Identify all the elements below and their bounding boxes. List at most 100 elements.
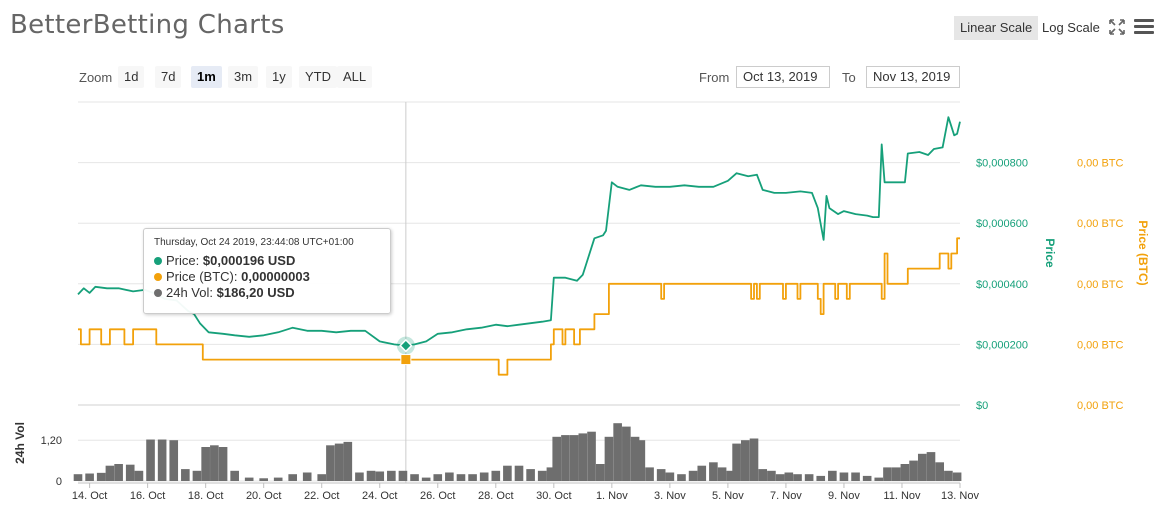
btc-tick-label: 0,00 BTC (1077, 400, 1124, 412)
tooltip-vol-value: $186,20 USD (216, 285, 295, 300)
volume-bar (891, 467, 901, 481)
tooltip-vol-row: 24h Vol: $186,20 USD (154, 285, 295, 300)
volume-bar (259, 478, 268, 481)
volume-bar (421, 477, 431, 481)
volume-bar (114, 464, 123, 481)
volume-bar (218, 447, 228, 481)
volume-bar (134, 470, 144, 481)
volume-bar (244, 477, 254, 481)
volume-bar (740, 440, 750, 481)
tooltip-vol-label: 24h Vol: (166, 285, 213, 300)
volume-bars (73, 423, 962, 481)
price-tick-label: $0 (976, 400, 988, 412)
volume-bar (302, 472, 312, 481)
x-tick-label: 20. Oct (246, 490, 281, 502)
volume-bar (726, 470, 736, 481)
linear-scale-button[interactable]: Linear Scale (954, 16, 1039, 40)
volume-bar (604, 436, 614, 481)
price-hover-marker (399, 338, 413, 353)
volume-bar (926, 452, 936, 481)
x-tick-label: 30. Oct (536, 490, 571, 502)
volume-bar (851, 472, 860, 481)
volume-bar (688, 470, 698, 481)
to-date-input[interactable]: Nov 13, 2019 (866, 66, 960, 88)
volume-bar (546, 467, 556, 481)
x-tick-label: 26. Oct (420, 490, 455, 502)
x-tick-label: 14. Oct (72, 490, 107, 502)
volume-bar (709, 462, 718, 481)
zoom-all-button[interactable]: ALL (337, 66, 373, 88)
volume-bar (775, 474, 785, 481)
btc-hover-marker (400, 354, 412, 366)
btc-tick-label: 0,00 BTC (1077, 218, 1124, 230)
x-tick-label: 16. Oct (130, 490, 165, 502)
volume-bar (697, 465, 707, 481)
volume-bar (157, 439, 167, 481)
volume-bar (125, 464, 135, 481)
btc-tick-label: 0,00 BTC (1077, 279, 1124, 291)
x-tick-label: 13. Nov (941, 490, 979, 502)
volume-bar (96, 472, 106, 481)
volume-bar (445, 472, 454, 481)
volume-bar (366, 470, 376, 481)
volume-bar (665, 472, 675, 481)
zoom-1m-button[interactable]: 1m (191, 66, 222, 88)
volume-bar (387, 470, 396, 481)
volume-bar (479, 472, 489, 481)
zoom-1y-button[interactable]: 1y (266, 66, 292, 88)
x-tick-label: 7. Nov (770, 490, 802, 502)
x-tick-label: 1. Nov (596, 490, 628, 502)
volume-bar (839, 472, 849, 481)
price-series-line (77, 116, 961, 347)
tooltip-btc-row: Price (BTC): 0,00000003 (154, 269, 310, 284)
grid-lines (78, 101, 960, 484)
x-tick-label: 18. Oct (188, 490, 223, 502)
price-tick-label: $0,000400 (976, 279, 1028, 291)
log-scale-button[interactable]: Log Scale (1042, 20, 1100, 35)
tooltip-price-label: Price: (166, 253, 200, 268)
x-tick-label: 11. Nov (883, 490, 921, 502)
chart-tooltip: Thursday, Oct 24 2019, 23:44:08 UTC+01:0… (143, 228, 391, 314)
volume-bar (146, 439, 155, 481)
volume-bar (343, 441, 353, 481)
zoom-7d-button[interactable]: 7d (155, 66, 182, 88)
vol-dot-icon (154, 289, 162, 297)
tooltip-btc-label: Price (BTC): (166, 269, 238, 284)
price-dot-icon (154, 257, 162, 265)
zoom-ytd-button[interactable]: YTD (299, 66, 337, 88)
volume-bar (105, 465, 115, 481)
volume-bar (230, 470, 239, 481)
volume-bar (578, 433, 588, 481)
volume-tick-label: 1,20 (41, 435, 62, 447)
volume-bar (622, 426, 631, 481)
zoom-3m-button[interactable]: 3m (228, 66, 259, 88)
volume-bar (326, 445, 335, 481)
page-title: BetterBetting Charts (10, 10, 285, 40)
price-axis-title: Price (1043, 238, 1057, 268)
tooltip-header: Thursday, Oct 24 2019, 23:44:08 UTC+01:0… (154, 237, 354, 248)
volume-bar (526, 469, 535, 481)
hamburger-menu-icon[interactable] (1134, 19, 1154, 35)
zoom-1d-button[interactable]: 1d (118, 66, 145, 88)
btc-dot-icon (154, 273, 162, 281)
volume-bar (935, 462, 944, 481)
volume-bar (636, 440, 646, 481)
volume-bar (317, 474, 327, 481)
volume-bar (677, 474, 686, 481)
volume-bar (758, 469, 768, 481)
volume-axis-title: 24h Vol (13, 422, 27, 464)
volume-bar (468, 474, 477, 481)
volume-bar (732, 443, 741, 481)
volume-bar (169, 440, 179, 481)
x-tick-label: 28. Oct (478, 490, 513, 502)
volume-bar (273, 477, 283, 481)
from-date-input[interactable]: Oct 13, 2019 (736, 66, 830, 88)
volume-bar (883, 467, 892, 481)
volume-bar (862, 475, 872, 481)
btc-axis-title: Price (BTC) (1136, 220, 1150, 285)
volume-bar (503, 465, 512, 481)
volume-tick-label: 0 (56, 476, 62, 488)
expand-arrows-icon[interactable] (1108, 18, 1126, 36)
price-tick-label: $0,000200 (976, 339, 1028, 351)
